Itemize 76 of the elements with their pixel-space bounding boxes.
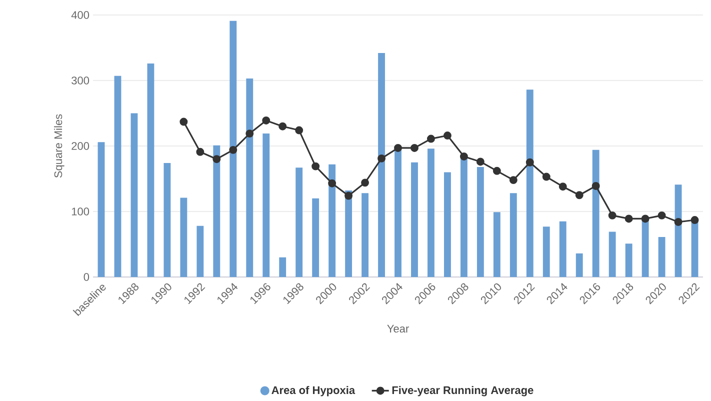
y-tick-label: 400 bbox=[71, 11, 90, 19]
bar bbox=[510, 193, 517, 277]
bar bbox=[460, 158, 468, 277]
point bbox=[690, 216, 699, 224]
x-axis-title: Year bbox=[387, 324, 409, 333]
point bbox=[542, 172, 550, 181]
point bbox=[509, 176, 518, 184]
point bbox=[278, 122, 287, 130]
bar bbox=[147, 63, 154, 277]
point bbox=[196, 148, 204, 156]
bar bbox=[559, 221, 566, 277]
point bbox=[443, 132, 452, 140]
bar bbox=[180, 198, 188, 277]
bar bbox=[279, 257, 286, 277]
bar bbox=[542, 226, 550, 277]
bar bbox=[296, 168, 303, 277]
point bbox=[262, 116, 270, 124]
bar bbox=[196, 226, 204, 277]
bar bbox=[98, 142, 105, 277]
point bbox=[526, 158, 534, 166]
bar bbox=[345, 190, 352, 277]
point bbox=[592, 182, 600, 190]
bar bbox=[444, 172, 451, 277]
bar bbox=[642, 218, 649, 277]
bar bbox=[230, 20, 237, 277]
y-tick-label: 200 bbox=[72, 142, 90, 150]
point bbox=[295, 126, 304, 134]
point bbox=[180, 118, 188, 126]
y-tick-label: 100 bbox=[72, 208, 90, 216]
bar bbox=[576, 253, 583, 277]
bar bbox=[362, 193, 368, 277]
point bbox=[658, 211, 666, 220]
bar bbox=[164, 163, 171, 277]
point bbox=[558, 182, 567, 191]
point bbox=[246, 130, 254, 138]
bar bbox=[526, 90, 534, 277]
bar bbox=[592, 150, 600, 277]
point bbox=[361, 178, 370, 187]
y-axis-title: Square Miles bbox=[54, 114, 64, 178]
point bbox=[575, 191, 584, 200]
bar bbox=[608, 232, 616, 277]
point bbox=[229, 146, 238, 154]
legend-label: Five-year Running Average bbox=[392, 386, 534, 396]
bar bbox=[328, 164, 336, 277]
point bbox=[410, 144, 418, 152]
bar bbox=[130, 113, 138, 277]
point bbox=[608, 211, 616, 220]
y-tick-label: 300 bbox=[72, 76, 90, 84]
bar bbox=[428, 148, 434, 277]
bar bbox=[262, 134, 270, 277]
bar bbox=[394, 148, 402, 277]
point bbox=[312, 162, 320, 170]
bar bbox=[246, 78, 254, 277]
bar bbox=[378, 52, 385, 277]
point bbox=[212, 155, 221, 164]
point bbox=[492, 166, 501, 175]
point bbox=[674, 218, 682, 226]
legend-label: Area of Hypoxia bbox=[272, 386, 356, 396]
bar bbox=[312, 198, 320, 277]
point bbox=[328, 179, 336, 188]
bar bbox=[411, 162, 418, 277]
bar bbox=[625, 244, 632, 277]
point bbox=[394, 144, 402, 152]
bar bbox=[213, 145, 220, 277]
point bbox=[344, 192, 353, 200]
point bbox=[624, 214, 633, 223]
bar bbox=[658, 237, 666, 277]
point bbox=[460, 152, 468, 160]
point bbox=[378, 154, 386, 162]
y-tick-label: 0 bbox=[84, 273, 90, 281]
point bbox=[476, 158, 484, 166]
point bbox=[426, 134, 435, 143]
point bbox=[641, 214, 650, 223]
bar bbox=[476, 166, 484, 277]
bar bbox=[114, 76, 122, 277]
bar bbox=[493, 212, 500, 277]
